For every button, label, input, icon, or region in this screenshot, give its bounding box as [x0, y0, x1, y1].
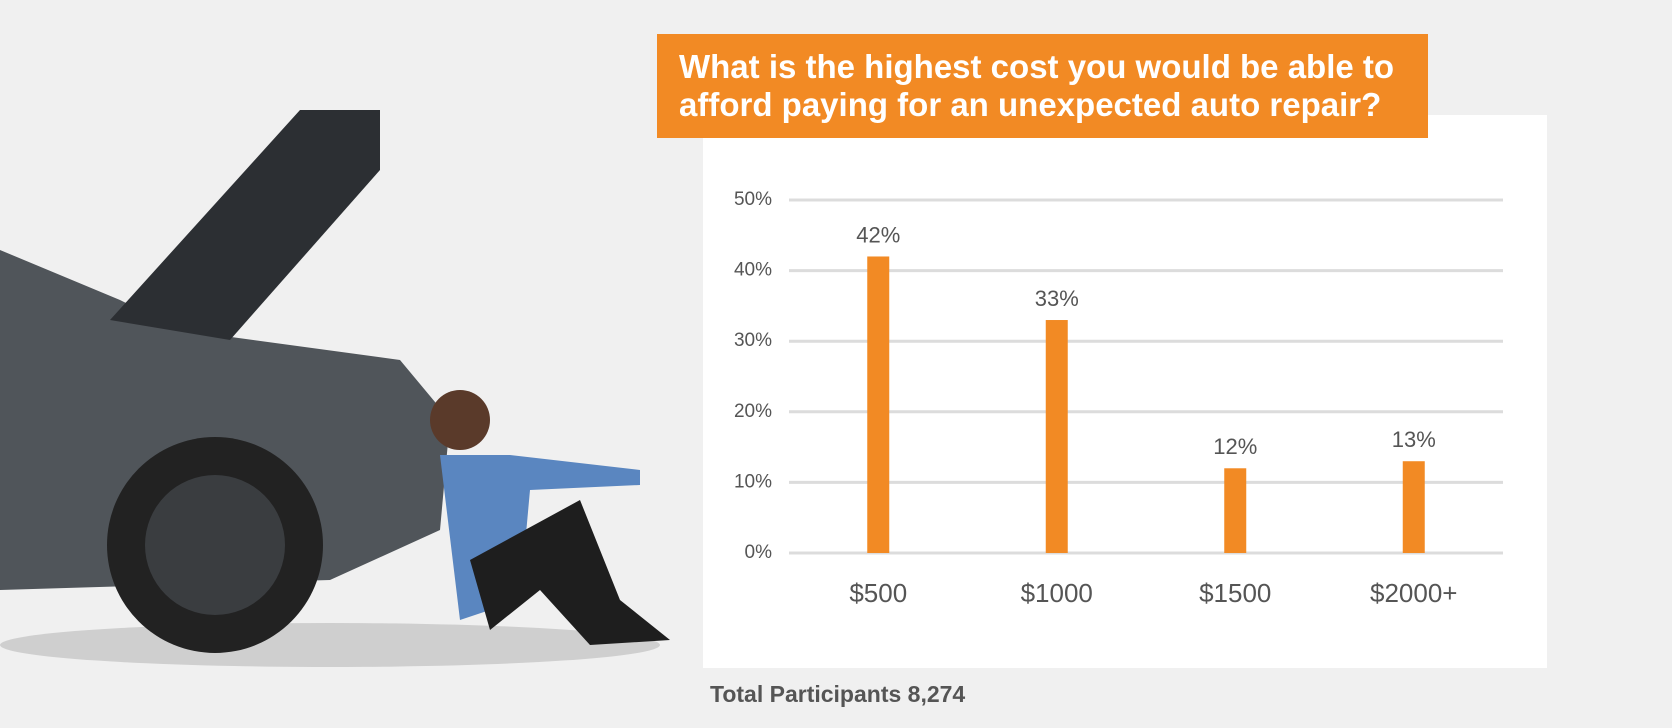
bar [1224, 468, 1247, 553]
chart-panel [703, 115, 1547, 668]
footnote: Total Participants 8,274 [710, 681, 966, 707]
value-label: 13% [1392, 427, 1436, 452]
y-tick-label: 20% [734, 401, 772, 422]
y-tick-label: 50% [734, 189, 772, 210]
y-tick-label: 10% [734, 471, 772, 492]
x-tick-label: $2000+ [1370, 578, 1457, 608]
x-tick-label: $1000 [1021, 578, 1093, 608]
car-body [0, 250, 450, 590]
x-tick-label: $500 [849, 578, 907, 608]
y-tick-label: 0% [745, 542, 773, 563]
y-tick-label: 40% [734, 260, 772, 281]
car-hood [110, 110, 380, 340]
bar [1402, 461, 1425, 553]
trousers [470, 500, 670, 645]
value-label: 12% [1213, 434, 1257, 459]
chart-title: What is the highest cost you would be ab… [657, 34, 1428, 138]
y-tick-label: 30% [734, 330, 772, 351]
rim [145, 475, 285, 615]
bar [867, 256, 890, 553]
value-label: 42% [856, 222, 900, 247]
bar [1045, 320, 1068, 553]
x-tick-label: $1500 [1199, 578, 1271, 608]
head [430, 390, 490, 450]
photo [0, 110, 670, 667]
value-label: 33% [1035, 286, 1079, 311]
